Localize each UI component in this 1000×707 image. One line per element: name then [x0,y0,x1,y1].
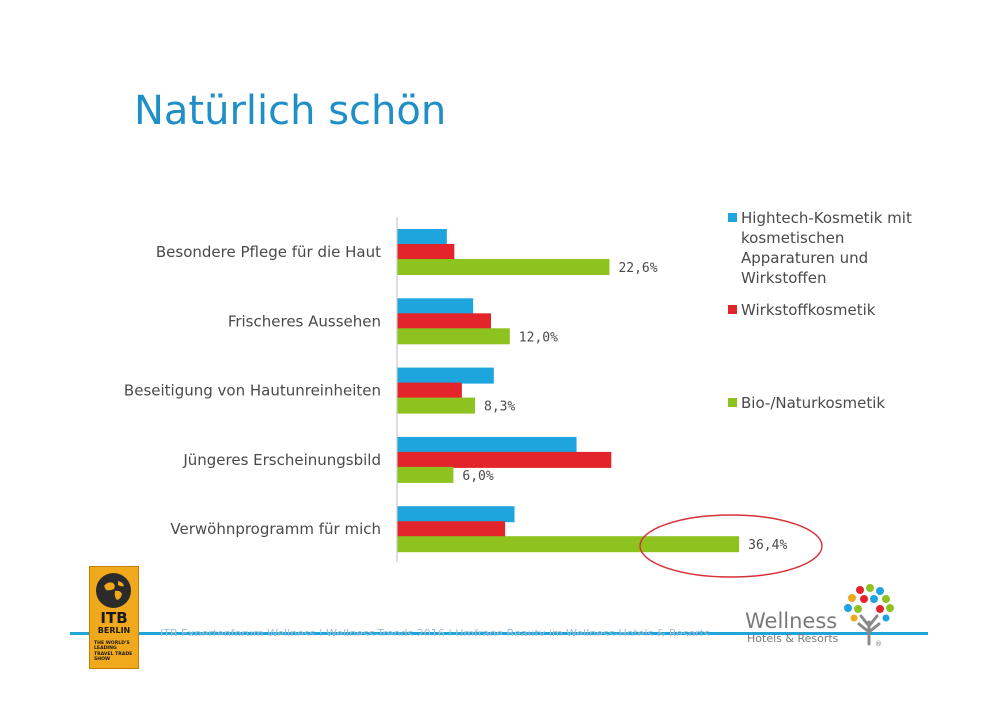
category-label: Frischeres Aussehen [228,312,381,330]
legend-swatch-bio [728,398,737,407]
bar-hightech [397,229,447,245]
itb-logo-text: ITB [100,609,128,627]
bar-hightech [397,506,515,523]
data-label: 12,0% [519,330,558,345]
category-label: Verwöhnprogramm für mich [170,520,381,538]
bar-hightech [397,436,577,453]
legend-label-bio: Bio-/Naturkosmetik [741,394,886,412]
itb-berlin-logo: ITB BERLIN THE WORLD'S LEADING TRAVEL TR… [89,566,139,669]
bar-hightech [397,367,494,384]
bar-bio [397,466,454,483]
bar-bio [397,328,510,345]
legend-item-wirkstoff: Wirkstoffkosmetik [728,300,928,320]
bar-bio [397,397,476,414]
registered-mark: ® [875,640,882,648]
legend-swatch-hightech [728,213,737,222]
data-label: 36,4% [748,538,787,553]
data-label: 22,6% [618,261,657,276]
legend-item-hightech: Hightech-Kosmetik mit kosmetischen Appar… [728,208,928,288]
category-label: Besondere Pflege für die Haut [156,243,381,261]
wellness-logo-word: Wellness [745,609,838,633]
footer-rule [70,632,928,635]
itb-logo-tagline: THE WORLD'S LEADING TRAVEL TRADE SHOW [94,641,133,662]
highlight-ellipse [639,514,823,578]
bar-wirkstoff [397,521,506,538]
bar-bio [397,536,740,553]
legend-label-wirkstoff: Wirkstoffkosmetik [741,301,876,319]
wellness-logo-sub: Hotels & Resorts [747,632,839,645]
bar-wirkstoff [397,451,612,468]
slide-title: Natürlich schön [134,88,447,134]
category-label: Beseitigung von Hautunreinheiten [124,382,381,400]
tree-icon [844,584,894,646]
bar-wirkstoff [397,382,462,399]
bar-wirkstoff [397,313,491,330]
data-label: 6,0% [462,469,493,484]
legend-swatch-wirkstoff [728,305,737,314]
itb-logo-city: BERLIN [97,626,131,635]
legend-label-hightech: Hightech-Kosmetik mit kosmetischen Appar… [741,209,912,287]
globe-icon [96,573,131,608]
legend-item-bio: Bio-/Naturkosmetik [728,393,928,413]
bar-wirkstoff [397,244,455,260]
bar-hightech [397,298,474,315]
wellness-hotels-logo: Wellness Hotels & Resorts ® [745,584,905,648]
footer-text: ITB Expertenforum Wellness | Wellness-Tr… [160,627,710,636]
category-label: Jüngeres Erscheinungsbild [182,451,381,469]
data-label: 8,3% [484,400,515,415]
bar-bio [397,259,610,275]
